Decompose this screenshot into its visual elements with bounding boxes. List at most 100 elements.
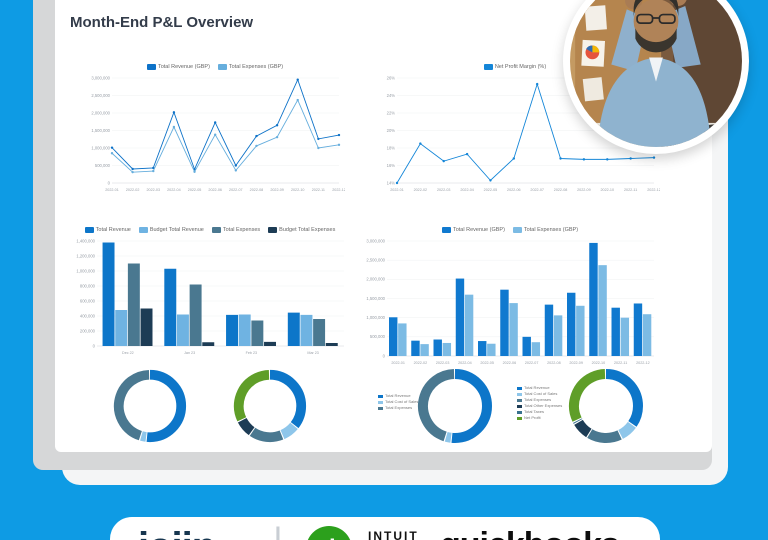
svg-text:2022-10: 2022-10 (600, 188, 614, 192)
svg-text:1,500,000: 1,500,000 (91, 128, 110, 133)
svg-text:2022-11: 2022-11 (614, 361, 627, 365)
legend-item: Total Other Expenses (517, 403, 572, 409)
svg-text:2022-04: 2022-04 (460, 188, 474, 192)
svg-text:2022-02: 2022-02 (414, 361, 428, 365)
svg-text:2022-07: 2022-07 (525, 361, 539, 365)
svg-text:2022-04: 2022-04 (167, 188, 181, 192)
quickbooks-wordmark: quickbooks (440, 526, 620, 540)
svg-text:2022-12: 2022-12 (636, 361, 650, 365)
donut-pl-breakdown-small (231, 367, 309, 445)
legend-item: Net Profit Margin (%) (483, 64, 546, 70)
legend-swatch (84, 227, 94, 233)
legend-swatch (517, 410, 522, 414)
svg-text:2022-11: 2022-11 (312, 188, 325, 192)
chart-legend: Total Revenue Budget Total Revenue Total E… (70, 225, 350, 235)
svg-text:2022-01: 2022-01 (105, 188, 119, 192)
legend-swatch (138, 227, 148, 233)
legend-swatch (378, 406, 383, 410)
svg-text:2022-11: 2022-11 (624, 188, 637, 192)
legend-item: Total Cost of Sales (378, 399, 433, 405)
svg-text:2,500,000: 2,500,000 (91, 93, 110, 98)
svg-text:1,000,000: 1,000,000 (91, 145, 110, 150)
legend-item: Total Expenses (378, 405, 433, 411)
svg-text:1,500,000: 1,500,000 (366, 296, 385, 301)
donut-pl-breakdown-large (566, 366, 646, 446)
chart-legend: Net Profit Margin (%) (370, 62, 660, 72)
legend-swatch (217, 64, 227, 70)
donut-legend-pl-split: Total Revenue Total Cost of Sales Total Ex… (378, 393, 433, 411)
legend-swatch (268, 227, 278, 233)
svg-text:1,200,000: 1,200,000 (76, 253, 95, 258)
svg-text:2022-05: 2022-05 (188, 188, 202, 192)
svg-text:2022-10: 2022-10 (592, 361, 606, 365)
svg-text:2022-03: 2022-03 (146, 188, 160, 192)
svg-text:20%: 20% (387, 128, 396, 133)
svg-text:Jan 23: Jan 23 (184, 351, 195, 355)
svg-text:2022-07: 2022-07 (530, 188, 544, 192)
legend-swatch (517, 398, 522, 402)
legend-item: Budget Total Revenue (138, 227, 204, 233)
chart-revenue-expenses-line: Total Revenue (GBP) Total Expenses (GBP) … (85, 62, 345, 195)
svg-text:2022-08: 2022-08 (547, 361, 561, 365)
chart-revenue-expenses-bar: Total Revenue (GBP) Total Expenses (GBP) … (360, 225, 660, 368)
legend-item: Total Expenses (211, 227, 260, 233)
legend-swatch (483, 64, 493, 70)
svg-text:2022-08: 2022-08 (554, 188, 568, 192)
donut-pl-split-small (111, 367, 189, 445)
bar-chart-canvas: 0 200,000 400,000 600,000 800,000 1,000,000 1,… (76, 238, 344, 355)
donut-pl-split-large (415, 366, 495, 446)
partner-logo-bar: joiin | qb INTUIT quickbooks (110, 517, 660, 540)
legend-item: Total Revenue (378, 393, 433, 399)
svg-text:1,000,000: 1,000,000 (366, 315, 385, 320)
legend-item: Total Revenue (517, 385, 572, 391)
svg-text:800,000: 800,000 (80, 283, 96, 288)
svg-text:3,000,000: 3,000,000 (366, 238, 385, 243)
svg-text:2022-12: 2022-12 (332, 188, 345, 192)
svg-text:2,000,000: 2,000,000 (91, 110, 110, 115)
svg-text:2022-12: 2022-12 (647, 188, 660, 192)
legend-item: Total Revenue (GBP) (146, 64, 210, 70)
svg-text:2,000,000: 2,000,000 (366, 277, 385, 282)
svg-text:2022-03: 2022-03 (437, 188, 451, 192)
svg-text:2022-01: 2022-01 (391, 361, 405, 365)
svg-text:2022-05: 2022-05 (480, 361, 494, 365)
svg-text:2022-04: 2022-04 (458, 361, 472, 365)
svg-text:0: 0 (93, 343, 96, 348)
svg-text:2022-06: 2022-06 (507, 188, 521, 192)
person-photo-illustration (570, 0, 742, 147)
chart-legend: Total Revenue (GBP) Total Expenses (GBP) (360, 225, 660, 235)
report-page: Month-End P&L Overview Total Revenue (GB… (55, 0, 712, 452)
legend-item: Total Expenses (GBP) (217, 64, 283, 70)
line-chart-canvas: 0 500,000 1,000,000 1,500,000 2,000,000 2,500… (91, 75, 345, 192)
svg-text:2022-03: 2022-03 (436, 361, 450, 365)
donut-canvas (233, 369, 307, 443)
svg-text:Mar 23: Mar 23 (307, 351, 318, 355)
svg-text:18%: 18% (387, 145, 396, 150)
legend-swatch (517, 404, 522, 408)
quickbooks-icon: qb (306, 526, 352, 540)
svg-text:2,500,000: 2,500,000 (366, 258, 385, 263)
donut-canvas (417, 369, 492, 443)
svg-text:200,000: 200,000 (80, 328, 96, 333)
svg-text:400,000: 400,000 (80, 313, 96, 318)
svg-text:24%: 24% (387, 93, 396, 98)
legend-swatch (517, 416, 522, 420)
svg-text:1,400,000: 1,400,000 (76, 238, 95, 243)
legend-item: Total Taxes (517, 409, 572, 415)
svg-text:2022-06: 2022-06 (503, 361, 517, 365)
donut-canvas (113, 369, 187, 443)
chart-budget-comparison-bar: Total Revenue Budget Total Revenue Total E… (70, 225, 350, 358)
svg-text:2022-02: 2022-02 (414, 188, 428, 192)
svg-text:2022-09: 2022-09 (270, 188, 284, 192)
legend-swatch (512, 227, 522, 233)
intuit-wordmark: INTUIT (368, 529, 419, 540)
svg-text:Dec 22: Dec 22 (122, 351, 134, 355)
svg-text:22%: 22% (387, 110, 396, 115)
svg-text:2022-10: 2022-10 (291, 188, 305, 192)
svg-text:2022-01: 2022-01 (390, 188, 404, 192)
legend-swatch (211, 227, 221, 233)
svg-text:14%: 14% (387, 180, 396, 185)
legend-item: Budget Total Expenses (268, 227, 335, 233)
svg-text:0: 0 (383, 353, 386, 358)
